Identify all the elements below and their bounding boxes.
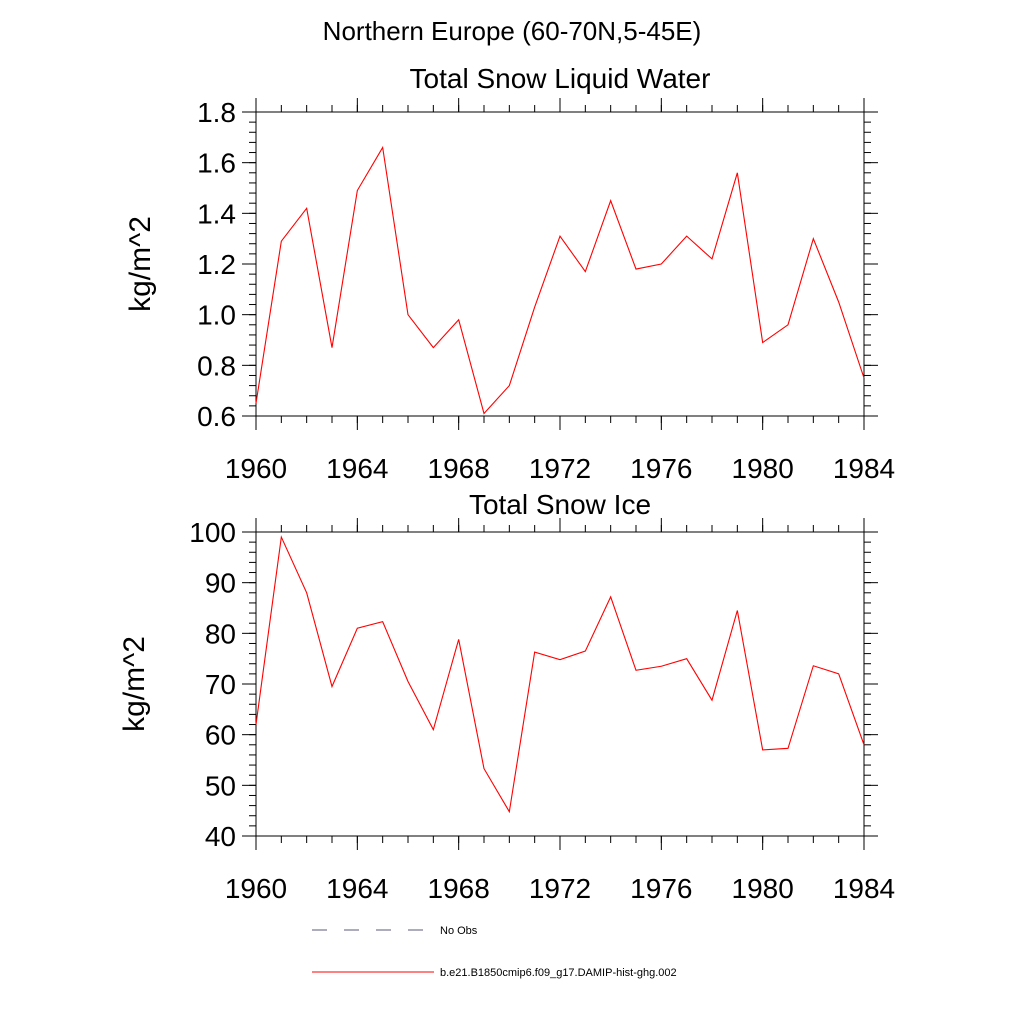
x-tick-label: 1968 bbox=[428, 873, 490, 904]
y-tick-label: 70 bbox=[205, 669, 236, 700]
y-tick-label: 40 bbox=[205, 821, 236, 852]
plot-frame bbox=[255, 531, 865, 837]
chart-panel-1: Total Snow Liquid Water kg/m^2 1960 1964 196… bbox=[124, 63, 895, 484]
y-tick-label: 80 bbox=[205, 618, 236, 649]
y-tick-label: 0.6 bbox=[197, 401, 236, 432]
series-line bbox=[255, 535, 865, 814]
y-tick-label: 0.8 bbox=[197, 350, 236, 381]
chart-title: Total Snow Liquid Water bbox=[410, 63, 711, 94]
chart-title: Total Snow Ice bbox=[469, 489, 651, 520]
y-tick-label: 50 bbox=[205, 770, 236, 801]
y-tick-label: 90 bbox=[205, 568, 236, 599]
y-tick-label: 1.8 bbox=[197, 97, 236, 128]
y-axis-label: kg/m^2 bbox=[118, 636, 151, 732]
x-tick-label: 1976 bbox=[630, 873, 692, 904]
x-tick-label: 1984 bbox=[833, 453, 895, 484]
x-tick-label: 1972 bbox=[529, 453, 591, 484]
legend: No Obs b.e21.B1850cmip6.f09_g17.DAMIP-his… bbox=[312, 925, 677, 979]
x-tick-label: 1960 bbox=[225, 453, 287, 484]
x-tick-label: 1980 bbox=[732, 873, 794, 904]
plot-frame bbox=[255, 111, 865, 417]
y-tick-label: 1.0 bbox=[197, 300, 236, 331]
series-line bbox=[255, 145, 865, 415]
x-tick-label: 1960 bbox=[225, 873, 287, 904]
x-tick-label: 1964 bbox=[326, 873, 388, 904]
y-axis-label: kg/m^2 bbox=[124, 216, 157, 312]
x-tick-label: 1968 bbox=[428, 453, 490, 484]
y-tick-label: 1.2 bbox=[197, 249, 236, 280]
y-tick-label: 100 bbox=[189, 517, 236, 548]
x-tick-label: 1984 bbox=[833, 873, 895, 904]
figure-suptitle: Northern Europe (60-70N,5-45E) bbox=[322, 16, 702, 46]
x-tick-label: 1972 bbox=[529, 873, 591, 904]
legend-label: No Obs bbox=[440, 925, 478, 937]
legend-label: b.e21.B1850cmip6.f09_g17.DAMIP-hist-ghg.… bbox=[440, 967, 677, 979]
y-tick-label: 1.6 bbox=[197, 148, 236, 179]
chart-panel-2: Total Snow Ice kg/m^2 1960 1964 1968 1972 1976… bbox=[118, 489, 895, 904]
x-tick-label: 1964 bbox=[326, 453, 388, 484]
x-tick-label: 1980 bbox=[732, 453, 794, 484]
y-tick-label: 60 bbox=[205, 720, 236, 751]
x-tick-label: 1976 bbox=[630, 453, 692, 484]
y-tick-label: 1.4 bbox=[197, 198, 236, 229]
